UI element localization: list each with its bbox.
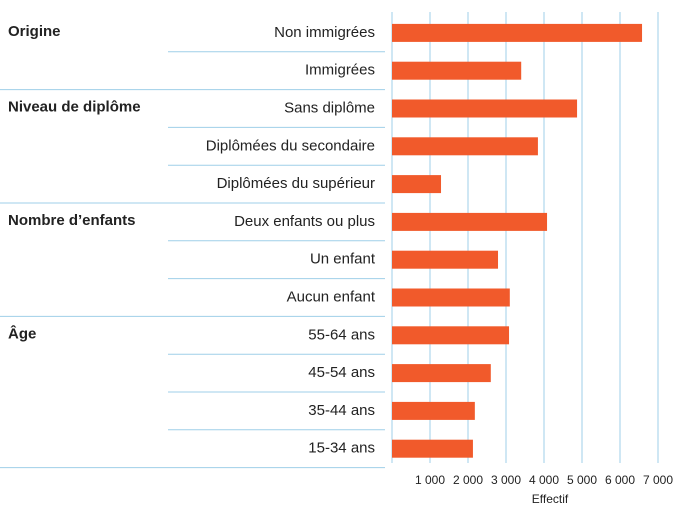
x-tick-label: 7 000 (643, 473, 673, 487)
category-label: Immigrées (305, 62, 375, 79)
group-label: Origine (8, 23, 61, 40)
bar (392, 212, 548, 231)
bar (392, 175, 442, 194)
category-label: Aucun enfant (287, 288, 376, 305)
bar (392, 288, 510, 307)
category-label: Diplômées du secondaire (206, 137, 375, 154)
x-axis-label: Effectif (532, 492, 569, 506)
group-label: Niveau de diplôme (8, 99, 141, 116)
bar (392, 326, 510, 345)
category-label: 45-54 ans (308, 364, 375, 381)
x-tick-label: 4 000 (529, 473, 559, 487)
bar (392, 250, 499, 269)
category-label: Sans diplôme (284, 99, 375, 116)
bar (392, 23, 643, 42)
category-label: 35-44 ans (308, 402, 375, 419)
group-label: Nombre d’enfants (8, 212, 136, 229)
bar (392, 439, 473, 458)
category-label: Deux enfants ou plus (234, 213, 375, 230)
bar (392, 61, 522, 80)
bar (392, 364, 491, 383)
plot-area (392, 12, 658, 463)
category-label: Diplômées du supérieur (217, 175, 375, 192)
bar (392, 99, 578, 118)
category-label: 15-34 ans (308, 440, 375, 457)
x-tick-label: 3 000 (491, 473, 521, 487)
category-label: Non immigrées (274, 24, 375, 41)
bar (392, 137, 538, 156)
x-tick-label: 2 000 (453, 473, 483, 487)
x-tick-label: 6 000 (605, 473, 635, 487)
group-label: Âge (8, 324, 36, 342)
x-tick-label: 1 000 (415, 473, 445, 487)
x-tick-label: 5 000 (567, 473, 597, 487)
bar (392, 401, 475, 420)
category-label: 55-64 ans (308, 326, 375, 343)
category-label: Un enfant (310, 251, 376, 268)
